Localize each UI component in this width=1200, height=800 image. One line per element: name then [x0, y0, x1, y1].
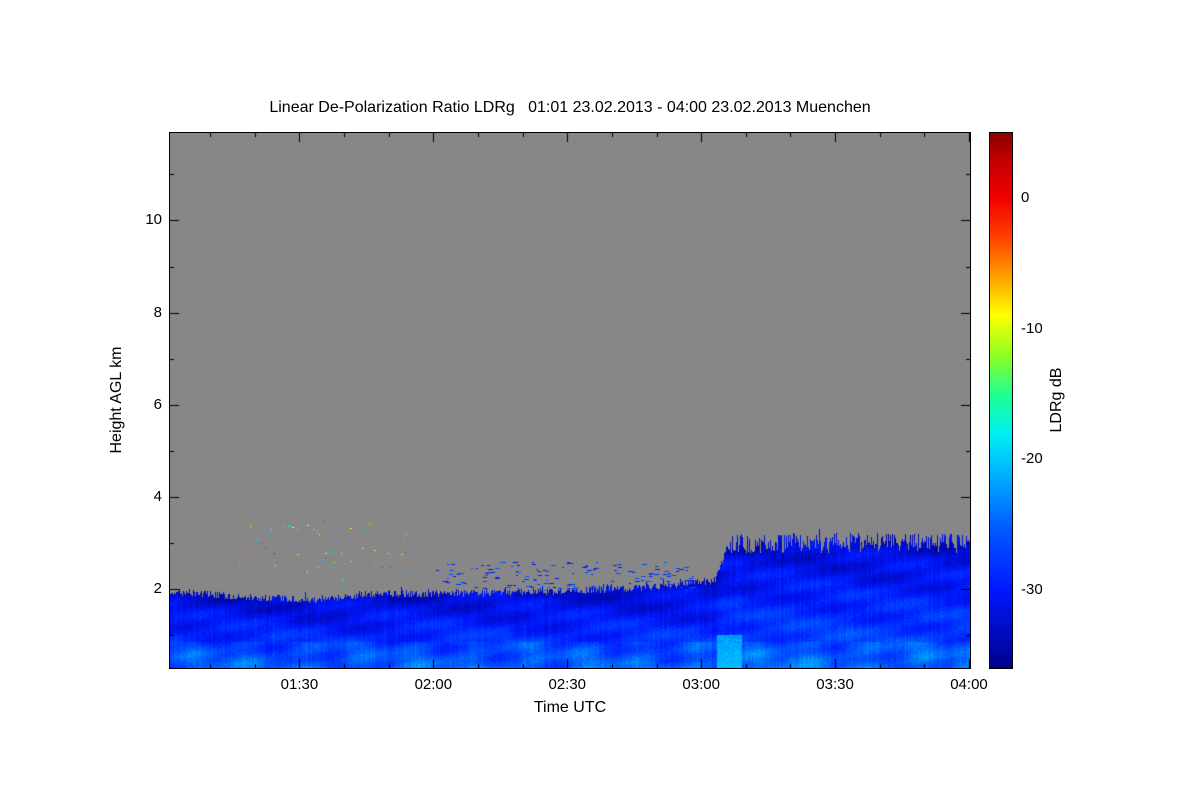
- heatmap-canvas: [170, 133, 970, 668]
- colorbar-tick-label: -30: [1021, 580, 1043, 598]
- colorbar-gradient: [990, 133, 1012, 668]
- x-tick-label: 02:30: [548, 676, 587, 693]
- x-tick-label: 03:00: [682, 676, 720, 693]
- x-tick-label: 03:30: [816, 676, 854, 693]
- y-tick-label: 6: [153, 395, 162, 413]
- y-tick-label: 10: [145, 211, 162, 229]
- colorbar-tick-label: -20: [1021, 450, 1043, 468]
- plot-area: [169, 132, 971, 669]
- x-tick-label: 04:00: [950, 676, 988, 693]
- y-tick-label: 2: [153, 579, 162, 597]
- x-tick-label: 01:30: [280, 676, 319, 693]
- colorbar-label: LDRg dB: [1048, 367, 1065, 433]
- y-tick-label: 8: [153, 303, 162, 321]
- y-tick-label: 4: [153, 487, 162, 505]
- colorbar-tick-label: 0: [1021, 189, 1030, 207]
- colorbar-tick-label: -10: [1021, 319, 1043, 337]
- x-tick-label: 02:00: [414, 676, 453, 693]
- chart-title: Linear De-Polarization Ratio LDRg 01:01 …: [269, 99, 871, 116]
- colorbar: [989, 132, 1013, 669]
- x-axis-label: Time UTC: [533, 699, 607, 716]
